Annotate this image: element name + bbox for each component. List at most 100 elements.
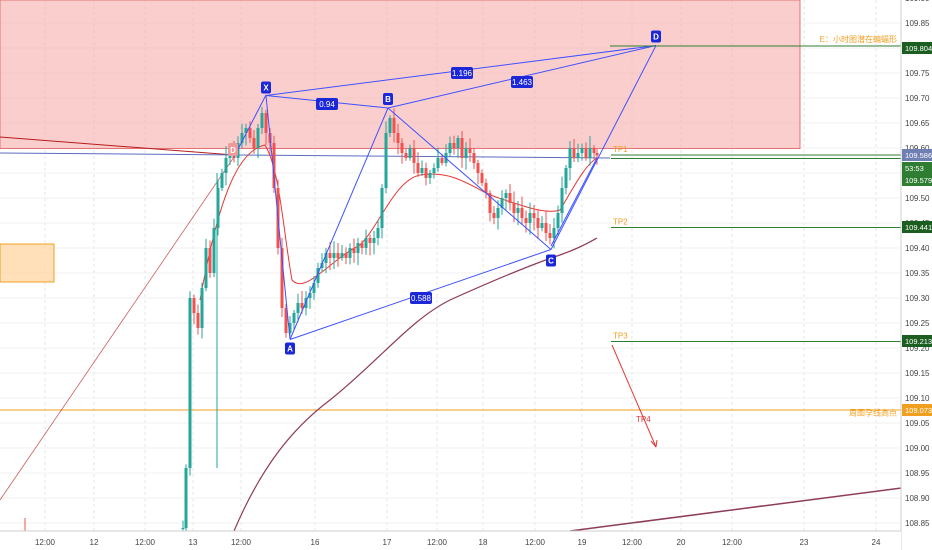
- price-tick-label: 109.05: [905, 419, 930, 428]
- candle-body: [516, 208, 520, 213]
- candle-body: [592, 148, 596, 153]
- price-badge-label: 109.213: [905, 337, 932, 346]
- candle-body: [595, 153, 599, 156]
- candle-body: [440, 158, 444, 163]
- candle-body: [336, 253, 340, 258]
- level-label-tp3: TP3: [613, 332, 628, 341]
- leg-cd-inner: [550, 157, 598, 247]
- tp4-arrow: [611, 344, 657, 448]
- price-badge-label: 109.441: [905, 223, 932, 232]
- candle-body: [308, 293, 312, 298]
- time-tick-label: 12:00: [231, 538, 252, 547]
- candle-body: [388, 118, 392, 133]
- time-tick-label: 17: [383, 538, 392, 547]
- price-tick-label: 109.75: [905, 69, 930, 78]
- point-a-label: A: [287, 345, 293, 354]
- price-badge: [902, 404, 932, 416]
- candle-body: [384, 133, 388, 188]
- candle-body: [584, 148, 588, 158]
- candle-body: [328, 253, 332, 258]
- candle-body: [456, 138, 460, 148]
- ratio-label: 1.463: [512, 78, 533, 87]
- trend-line-rising: [0, 156, 235, 501]
- candle-body: [568, 148, 572, 168]
- candle-body: [524, 218, 528, 223]
- candle-body: [340, 253, 344, 258]
- candle-body: [184, 468, 188, 528]
- price-badge-label: 109.586: [905, 151, 932, 160]
- candle-body: [476, 163, 480, 173]
- price-badge: [902, 149, 932, 161]
- ratio-label: 0.94: [319, 100, 335, 109]
- candle-body: [480, 173, 484, 183]
- candle-body: [296, 303, 300, 313]
- time-tick-label: 13: [189, 538, 198, 547]
- candle-body: [500, 198, 504, 208]
- candle-body: [436, 158, 440, 168]
- time-tick-label: 24: [872, 538, 881, 547]
- price-tick-label: 109.10: [905, 394, 930, 403]
- trend-line: [0, 136, 235, 156]
- candle-body: [252, 138, 256, 148]
- point-d-box: [651, 30, 661, 43]
- candle-body: [404, 153, 408, 158]
- candle-body: [240, 133, 244, 143]
- candle-body: [320, 263, 324, 268]
- time-tick-label: 20: [677, 538, 686, 547]
- tp4-arrowhead: [650, 439, 658, 448]
- price-axis[interactable]: 108.85 108.90 108.95 109.00 109.05 109.10 109.…: [900, 0, 932, 550]
- candle-body: [256, 128, 260, 148]
- time-axis[interactable]: 12:00 12 12:00 13 12:00 16 17 12:00 18 12:00 19 12:…: [0, 530, 901, 550]
- candle-body: [572, 148, 576, 158]
- demand-zone: [0, 243, 55, 283]
- candle-body: [220, 173, 224, 188]
- price-tick-label: 109.85: [905, 19, 930, 28]
- candle-body: [356, 243, 360, 253]
- candle-body: [316, 268, 320, 283]
- price-tick-label: 109.25: [905, 319, 930, 328]
- candle-body: [396, 133, 400, 143]
- candle-body: [496, 208, 500, 218]
- candle-body: [200, 288, 204, 328]
- bat-pattern: X A B C D D 0.94 1.196 1.463 0.588: [228, 30, 661, 355]
- candle-body: [460, 138, 464, 158]
- point-x-label: X: [263, 84, 269, 93]
- zones: [0, 0, 932, 532]
- price-badge-label: 109.579: [905, 176, 932, 185]
- price-badge-label: 109.073: [905, 406, 932, 415]
- candle-body: [352, 248, 356, 253]
- candle-body: [332, 253, 336, 258]
- candle-body: [380, 188, 384, 228]
- candle-body: [408, 148, 412, 158]
- candle-body: [208, 248, 212, 273]
- point-b-box: [383, 93, 393, 105]
- time-tick-label: 12: [90, 538, 99, 547]
- time-tick-label: 12:00: [622, 538, 643, 547]
- candle-body: [224, 158, 228, 173]
- price-tick-label: 108.90: [905, 494, 930, 503]
- ratio-box: [316, 98, 338, 110]
- price-tick-label: 109.00: [905, 444, 930, 453]
- candle-body: [416, 163, 420, 173]
- trend-line-lower: [569, 483, 932, 532]
- time-tick-label: 23: [800, 538, 809, 547]
- price-tick-label: 109.15: [905, 369, 930, 378]
- candle-body: [272, 143, 276, 188]
- point-a-box: [285, 342, 295, 355]
- point-d-left-label: D: [230, 146, 236, 155]
- candle-body: [452, 143, 456, 148]
- candles: [24, 106, 599, 537]
- candle-body: [420, 168, 424, 173]
- candle-body: [548, 233, 552, 238]
- time-tick-label: 19: [578, 538, 587, 547]
- level-label-weekly: 周图孕线高点: [849, 408, 897, 418]
- candle-body: [392, 118, 396, 133]
- candle-body: [464, 148, 468, 158]
- candle-body: [492, 213, 496, 218]
- tp1-line-long: [0, 152, 611, 159]
- time-tick-label: 12:00: [525, 538, 546, 547]
- candle-body: [324, 253, 328, 263]
- ratio-box: [451, 67, 473, 79]
- candle-body: [520, 208, 524, 218]
